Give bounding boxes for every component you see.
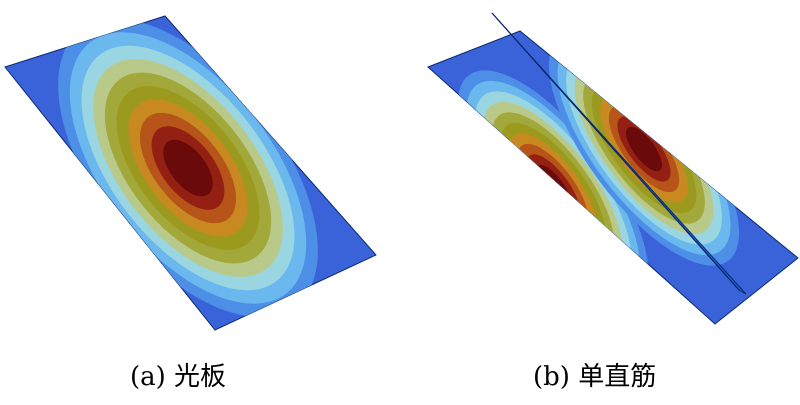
caption-single-stiffener: (b) 单直筋	[533, 362, 657, 392]
plain-plate-panel	[4, 15, 377, 331]
plate-a-contour-10	[163, 139, 213, 197]
stiffener-edge	[491, 12, 740, 291]
plate-b-right-contour-10	[625, 126, 663, 172]
plate-a-contours	[58, 18, 318, 318]
single-stiffener-panel	[427, 12, 799, 325]
caption-plain-plate: (a) 光板	[130, 362, 227, 392]
